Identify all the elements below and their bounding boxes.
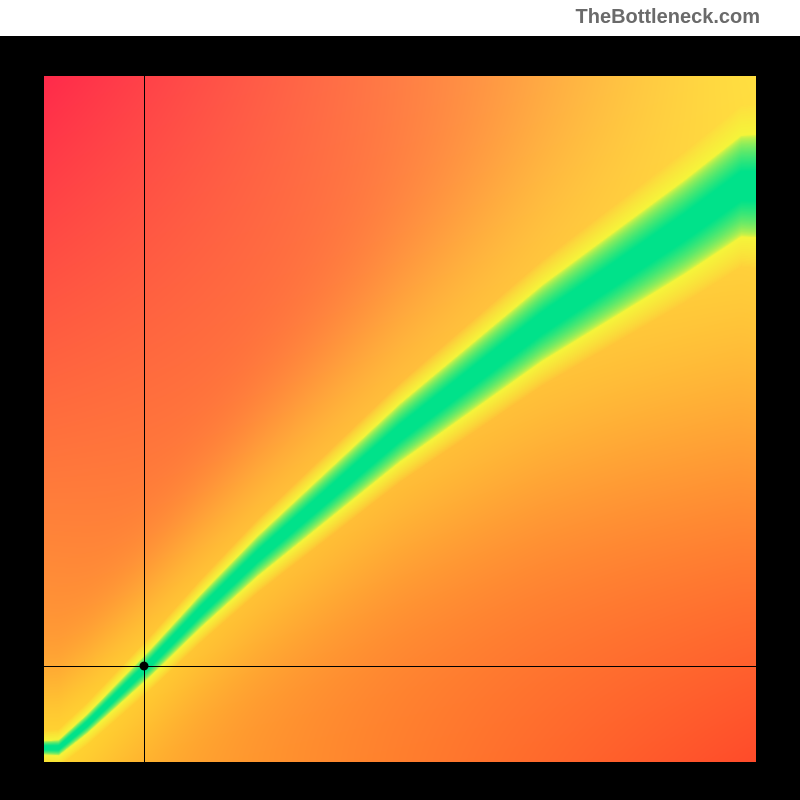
data-point-marker xyxy=(139,661,148,670)
chart-container: TheBottleneck.com xyxy=(0,0,800,800)
crosshair-horizontal xyxy=(44,666,756,667)
heatmap-canvas xyxy=(44,76,756,762)
crosshair-vertical xyxy=(144,76,145,762)
chart-frame xyxy=(0,36,800,800)
watermark-text: TheBottleneck.com xyxy=(576,6,760,29)
